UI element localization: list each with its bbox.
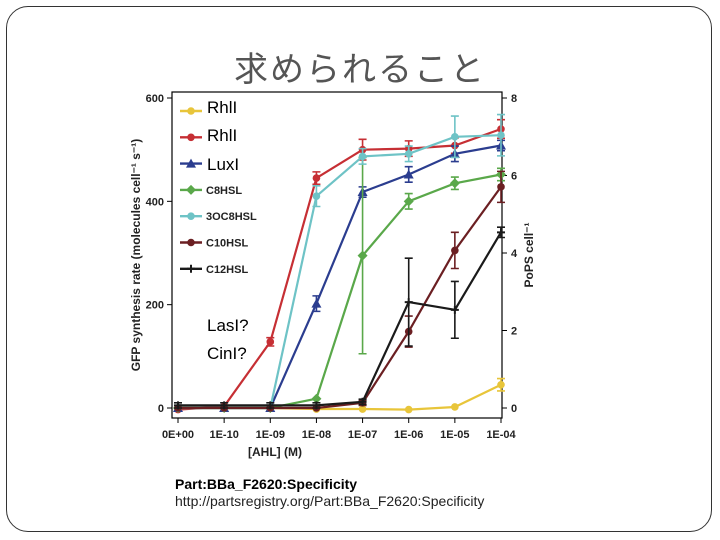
legend-marker <box>187 264 195 273</box>
data-point <box>451 132 459 141</box>
y2-tick-label: 0 <box>511 403 517 415</box>
y2-tick-label: 8 <box>511 93 517 105</box>
x-axis-label: [AHL] (M) <box>248 445 302 459</box>
data-point <box>220 401 229 410</box>
x-tick-label: 1E-04 <box>486 429 516 441</box>
data-point <box>497 183 505 191</box>
overlay-label-lasi: LasI? <box>207 316 249 335</box>
legend-label: C10HSL <box>206 238 248 250</box>
data-point <box>358 152 367 161</box>
data-point <box>497 228 505 237</box>
series-line <box>178 186 502 410</box>
data-point <box>404 405 413 414</box>
data-point <box>312 174 321 182</box>
overlay-label-cini: CinI? <box>207 344 247 363</box>
series-c10hsl <box>178 170 505 410</box>
caption-url[interactable]: http://partsregistry.org/Part:BBa_F2620:… <box>175 493 485 509</box>
y2-tick-label: 4 <box>511 248 518 260</box>
data-point <box>451 403 459 411</box>
data-point <box>311 298 322 308</box>
y-axis-label: GFP synthesis rate (molecules cell⁻¹ s⁻¹… <box>129 139 143 372</box>
overlay-label-luxi: LuxI <box>207 155 240 174</box>
legend-marker <box>186 158 196 168</box>
x-tick-label: 1E-06 <box>394 429 423 441</box>
caption: Part:BBa_F2620:Specificity http://partsr… <box>175 476 484 509</box>
x-tick-label: 1E-08 <box>302 429 331 441</box>
y2-tick-label: 2 <box>511 326 517 338</box>
data-point <box>266 401 275 410</box>
data-point <box>266 338 275 346</box>
data-point <box>449 178 460 189</box>
legend-label: C8HSL <box>206 185 242 197</box>
data-point <box>404 150 413 158</box>
y2-tick-label: 6 <box>511 171 517 183</box>
data-point <box>358 397 367 406</box>
slide-frame <box>6 6 712 532</box>
data-point <box>403 196 414 207</box>
data-point <box>497 131 505 139</box>
data-point <box>451 246 459 255</box>
x-tick-label: 1E-10 <box>209 429 238 441</box>
data-point <box>312 401 321 410</box>
data-point <box>403 169 414 179</box>
data-point <box>311 393 322 404</box>
series-line <box>178 173 502 410</box>
x-tick-label: 1E-07 <box>348 429 377 441</box>
plot-frame <box>171 91 503 419</box>
overlay-label-rhli-2: RhlI <box>207 126 238 145</box>
legend-label: 3OC8HSL <box>206 211 257 223</box>
y2-axis-label: PoPS cell⁻¹ <box>522 222 536 287</box>
overlay-label-rhli-1: RhlI <box>207 98 238 117</box>
x-tick-label: 1E-09 <box>256 429 285 441</box>
caption-part-name: Part:BBa_F2620:Specificity <box>175 476 358 492</box>
data-point <box>357 250 368 261</box>
legend-marker <box>187 107 195 115</box>
series-line <box>178 231 502 407</box>
x-tick-label: 0E+00 <box>162 429 194 441</box>
y-tick-label: 200 <box>146 300 164 312</box>
data-point <box>404 298 413 307</box>
x-tick-label: 1E-05 <box>440 429 469 441</box>
legend-marker <box>187 212 195 220</box>
y-tick-label: 600 <box>146 93 164 105</box>
slide-title: 求められること <box>234 50 486 90</box>
series-line <box>177 127 502 411</box>
legend-marker <box>187 133 195 142</box>
y-tick-label: 0 <box>158 403 164 415</box>
data-point <box>358 405 367 413</box>
data-point <box>497 380 505 389</box>
data-point <box>312 192 321 200</box>
y-tick-label: 400 <box>146 196 164 208</box>
legend-marker <box>187 238 195 247</box>
data-point <box>450 305 459 314</box>
data-point <box>174 401 182 410</box>
legend-label: C12HSL <box>206 264 248 276</box>
legend-marker <box>186 184 196 195</box>
